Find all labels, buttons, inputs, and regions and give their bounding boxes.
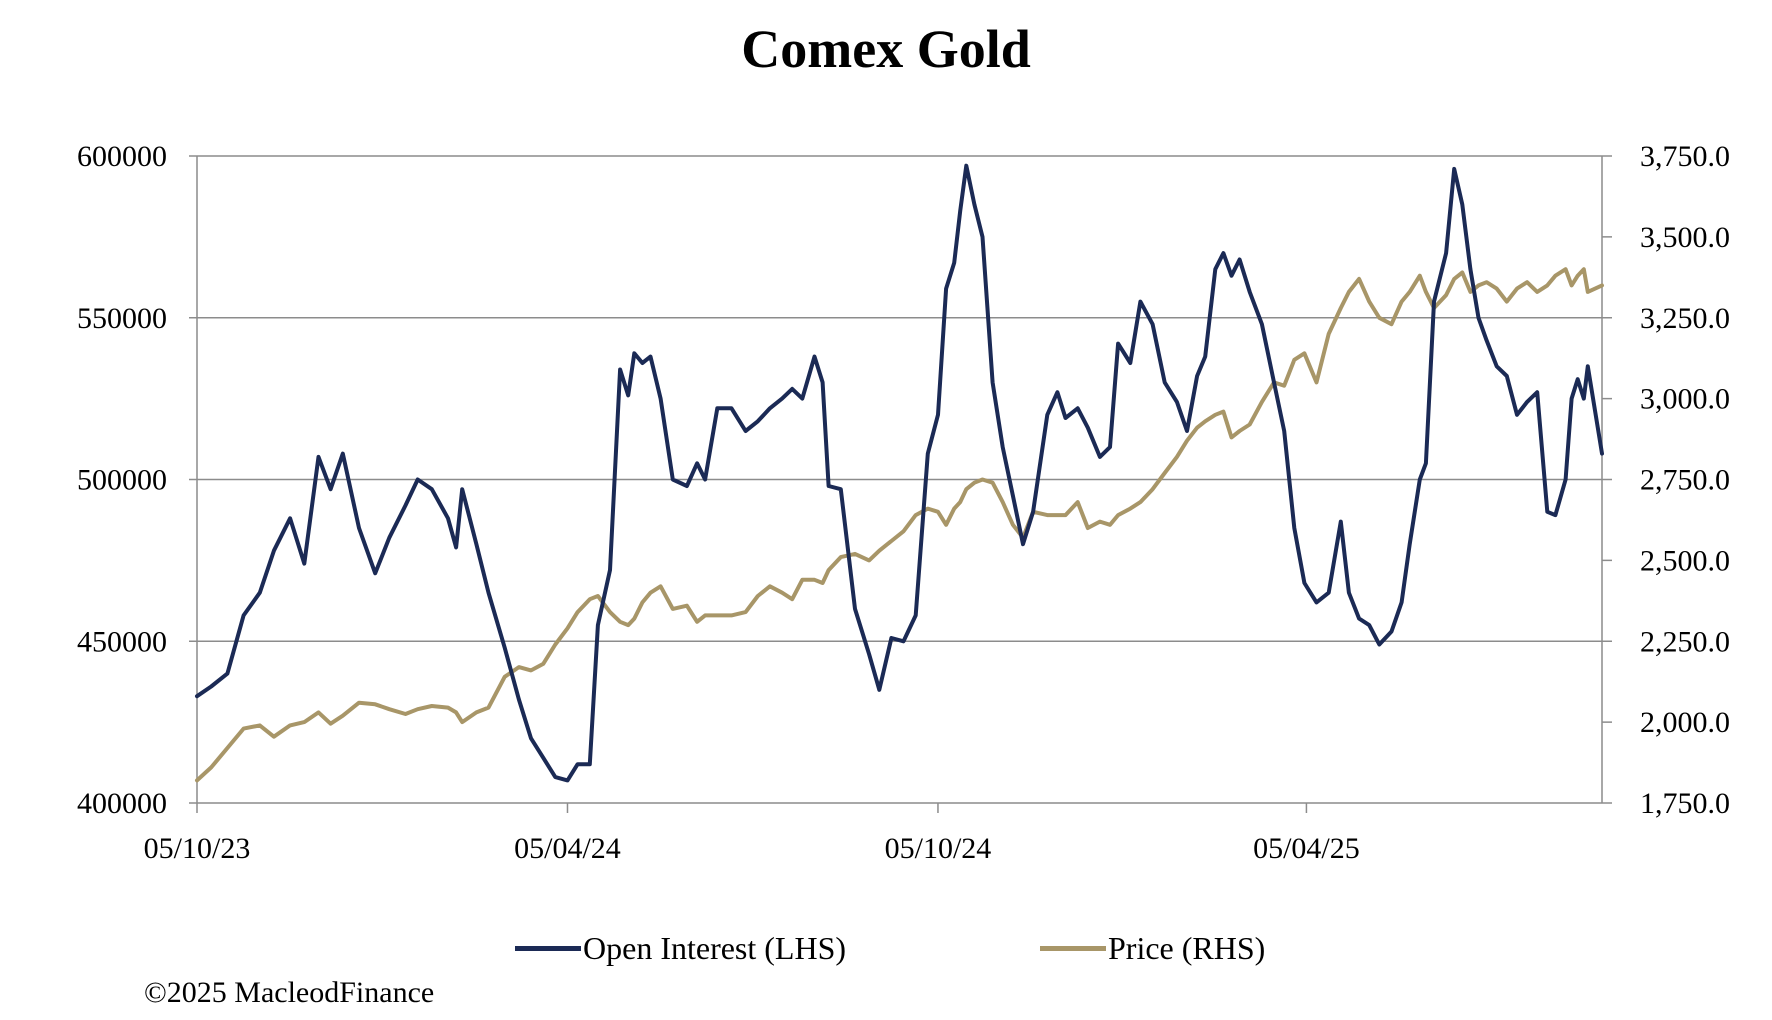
legend-swatch-open-interest	[515, 946, 581, 951]
legend-label-price: Price (RHS)	[1108, 930, 1266, 966]
legend: Open Interest (LHS) Price (RHS)	[0, 930, 1772, 974]
gridlines	[197, 155, 1602, 642]
axes: 400000 450000 500000 550000 600000 1,750.0 2,0…	[77, 140, 1730, 865]
y-right-tick-label: 2,250.0	[1640, 625, 1730, 658]
y-right-tick-label: 3,500.0	[1640, 221, 1730, 254]
x-tick-label: 05/10/24	[885, 832, 992, 865]
y-right-tick-label: 3,000.0	[1640, 383, 1730, 416]
series-line-price	[195, 267, 1604, 783]
copyright-notice: ©2025 MacleodFinance	[144, 976, 435, 1009]
x-tick-label: 05/10/23	[144, 832, 251, 865]
legend-item-open-interest: Open Interest (LHS)	[515, 930, 846, 967]
x-tick-label: 05/04/24	[514, 832, 621, 865]
x-tick-label: 05/04/25	[1253, 832, 1360, 865]
legend-label-open-interest: Open Interest (LHS)	[583, 930, 847, 966]
y-left-tick-label: 500000	[77, 464, 167, 497]
y-right-tick-label: 2,750.0	[1640, 464, 1730, 497]
y-right-tick-label: 3,750.0	[1640, 140, 1730, 173]
y-right-tick-label: 2,000.0	[1640, 706, 1730, 739]
y-left-tick-label: 600000	[77, 140, 167, 173]
series-lines	[195, 163, 1604, 783]
y-left-tick-label: 550000	[77, 302, 167, 335]
legend-swatch-price	[1040, 946, 1106, 951]
y-right-tick-label: 2,500.0	[1640, 544, 1730, 577]
y-right-tick-label: 3,250.0	[1640, 302, 1730, 335]
series-line-open-interest	[195, 163, 1604, 783]
y-right-tick-label: 1,750.0	[1640, 787, 1730, 820]
y-left-tick-label: 400000	[77, 787, 167, 820]
legend-item-price: Price (RHS)	[1040, 930, 1265, 967]
y-left-tick-label: 450000	[77, 625, 167, 658]
chart-title: Comex Gold	[741, 19, 1031, 79]
